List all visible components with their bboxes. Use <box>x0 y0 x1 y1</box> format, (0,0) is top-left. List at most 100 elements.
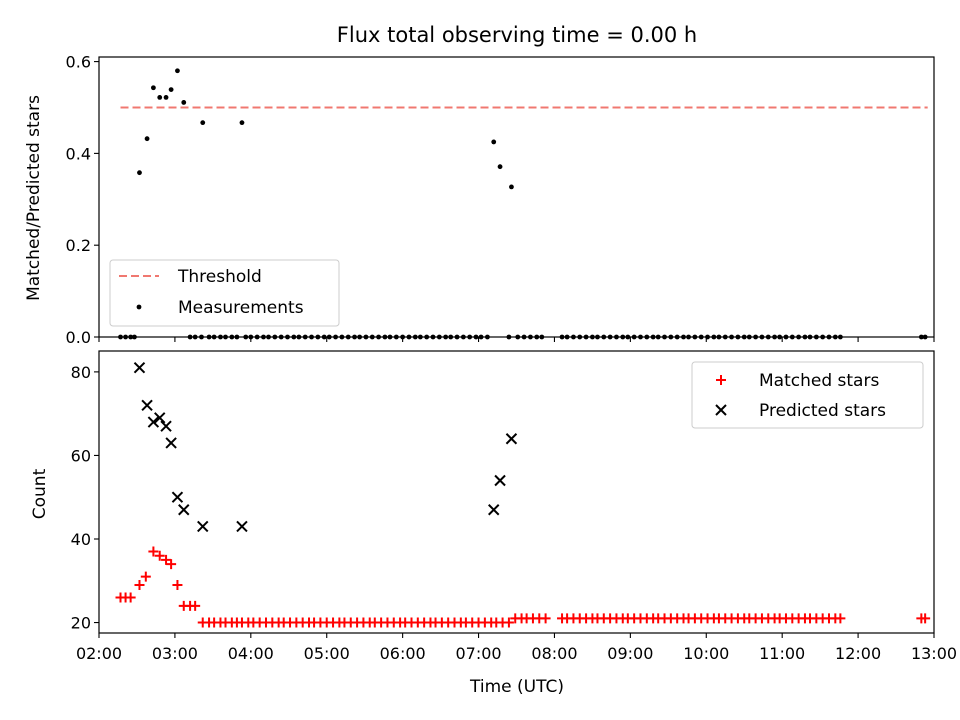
measurement-point <box>234 334 240 340</box>
legend-measurements-label: Measurements <box>178 298 304 318</box>
predicted-star-point <box>178 504 190 516</box>
predicted-star-point <box>160 420 172 432</box>
legend-predicted-swatch <box>715 404 727 416</box>
measurement-point <box>497 164 503 170</box>
matched-star-point <box>148 546 159 557</box>
measurement-point <box>765 334 771 340</box>
measurement-point <box>137 170 142 176</box>
measurement-point <box>692 334 698 340</box>
measurement-point <box>424 334 430 340</box>
measurement-point <box>333 334 338 340</box>
bottom-legend-box <box>691 361 924 429</box>
measurement-point <box>266 334 271 340</box>
measurement-point <box>200 120 206 126</box>
matched-star-point <box>503 617 514 628</box>
top-y-tick-label: 0.6 <box>66 53 91 72</box>
measurement-point <box>759 334 765 340</box>
measurement-point <box>534 334 540 340</box>
measurement-point <box>181 100 187 105</box>
measurement-point <box>454 334 460 340</box>
measurement-point <box>345 334 351 340</box>
matched-star-point <box>161 554 172 565</box>
measurement-point <box>163 94 169 100</box>
measurement-point <box>218 334 223 340</box>
measurement-point <box>123 334 128 340</box>
predicted-star-point <box>165 437 177 449</box>
measurement-point <box>376 334 381 340</box>
measurement-point <box>467 334 473 340</box>
measurement-point <box>601 334 607 340</box>
matched-star-point <box>172 579 183 590</box>
measurement-point <box>168 87 174 92</box>
top-y-tick-label: 0.2 <box>66 236 91 255</box>
measurement-point <box>655 334 661 340</box>
bottom-x-tick-label: 04:00 <box>228 644 274 663</box>
matched-star-point <box>125 592 136 603</box>
measurement-point <box>387 334 393 340</box>
measurement-point <box>722 334 728 340</box>
measurement-point <box>674 334 680 340</box>
measurement-point <box>430 334 436 340</box>
measurement-point <box>478 334 484 340</box>
measurement-point <box>352 334 357 340</box>
measurement-point <box>132 334 137 340</box>
measurement-point <box>261 334 266 340</box>
measurement-point <box>206 334 212 340</box>
bottom-x-tick-label: 13:00 <box>911 644 957 663</box>
measurement-point <box>302 334 308 340</box>
bottom-x-tick-label: 03:00 <box>152 644 198 663</box>
bottom-y-tick-label: 80 <box>71 363 91 382</box>
top-legend: Threshold Measurements <box>109 259 340 327</box>
measurement-point <box>278 334 284 340</box>
measurement-point <box>681 334 686 340</box>
top-chart-title: Flux total observing time = 0.00 h <box>337 23 697 47</box>
measurement-point <box>922 334 928 340</box>
measurement-point <box>686 334 691 340</box>
bottom-y-tick-label: 40 <box>71 530 91 549</box>
legend-measurements-swatch <box>136 304 142 310</box>
measurement-point <box>614 334 619 340</box>
measurement-point <box>239 120 245 126</box>
matched-star-point <box>140 571 151 582</box>
measurement-point <box>248 334 254 340</box>
measurement-point <box>443 334 449 340</box>
measurement-point <box>595 334 600 340</box>
measurement-point <box>625 334 631 340</box>
bottom-y-tick-label: 60 <box>71 446 91 465</box>
measurement-point <box>339 334 345 340</box>
measurement-point <box>802 334 808 340</box>
measurement-point <box>485 334 490 340</box>
matched-star-point <box>190 600 201 611</box>
bottom-y-tick-label: 20 <box>71 614 91 633</box>
measurement-point <box>229 334 235 340</box>
predicted-star-point <box>133 362 146 374</box>
bottom-x-tick-label: 08:00 <box>531 644 577 663</box>
measurement-point <box>772 334 777 340</box>
measurement-point <box>448 334 454 340</box>
measurement-point <box>506 334 512 340</box>
measurement-point <box>631 334 637 340</box>
bottom-x-tick-label: 07:00 <box>455 644 501 663</box>
predicted-star-point <box>154 412 166 424</box>
measurement-point <box>254 334 260 340</box>
measurement-point <box>473 334 479 340</box>
matched-star-point <box>166 559 177 570</box>
measurement-point <box>796 334 802 340</box>
measurement-point <box>326 334 332 340</box>
measurement-point <box>285 334 290 340</box>
measurement-point <box>837 334 843 340</box>
bottom-x-tick-label: 12:00 <box>835 644 881 663</box>
measurement-point <box>746 334 752 340</box>
measurement-point <box>735 334 741 340</box>
measurement-point <box>321 334 327 340</box>
measurement-point <box>577 334 583 340</box>
predicted-star-point <box>488 504 500 516</box>
predicted-star-point <box>494 474 506 487</box>
measurement-point <box>363 334 369 340</box>
measurement-point <box>662 334 667 340</box>
measurement-point <box>826 334 832 340</box>
measurement-point <box>192 334 198 340</box>
measurement-point <box>412 334 418 340</box>
measurement-point <box>711 334 717 340</box>
top-y-tick-label: 0.4 <box>66 144 91 163</box>
